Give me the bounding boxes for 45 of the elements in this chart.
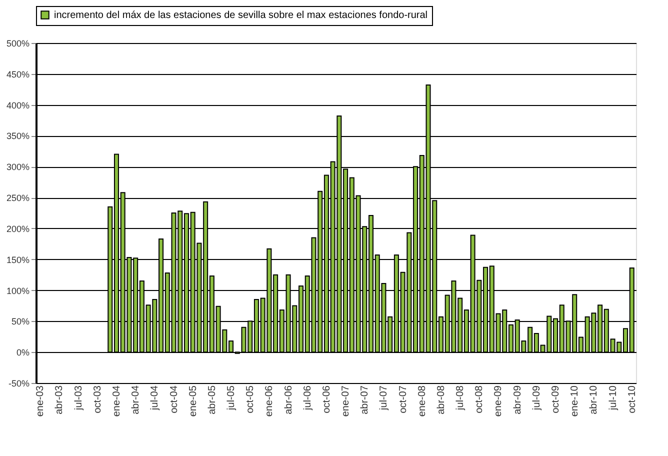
- x-tick-label: jul-09: [531, 385, 542, 411]
- x-tick-label: ene-07: [340, 385, 352, 417]
- x-tick-label: jul-06: [302, 385, 314, 411]
- y-tick-label: 350%: [6, 131, 30, 142]
- x-tick-label: oct-06: [321, 385, 332, 414]
- x-tick-label: abr-10: [588, 385, 600, 414]
- x-tick-label: abr-04: [130, 385, 142, 414]
- x-tick-label: ene-09: [493, 385, 504, 417]
- x-tick-label: oct-04: [168, 385, 180, 414]
- x-tick-label: oct-10: [626, 385, 638, 414]
- x-tick-label: oct-03: [92, 385, 104, 414]
- x-tick-label: jul-07: [378, 385, 390, 411]
- x-tick-label: abr-06: [283, 385, 294, 414]
- x-tick-label: oct-08: [474, 385, 486, 414]
- x-tick-label: oct-09: [550, 385, 562, 414]
- y-tick-label: 200%: [6, 224, 30, 234]
- x-tick-label: oct-05: [245, 385, 256, 414]
- y-tick-label: 300%: [6, 162, 30, 172]
- y-tick-label: -50%: [8, 378, 30, 388]
- x-tick-label: abr-07: [360, 385, 371, 414]
- y-tick-label: 400%: [6, 100, 30, 110]
- x-tick-label: jul-05: [226, 385, 238, 411]
- y-tick-label: 450%: [6, 69, 30, 80]
- y-tick-label: 500%: [6, 38, 30, 48]
- x-tick-label: ene-05: [188, 385, 199, 417]
- legend-label: incremento del máx de las estaciones de sevilla sobre el max estaciones fondo-rural: [54, 10, 428, 21]
- x-tick-label: abr-08: [436, 385, 447, 414]
- x-tick-label: jul-08: [455, 385, 466, 411]
- x-tick-label: ene-03: [35, 385, 46, 417]
- x-tick-label: abr-05: [206, 385, 218, 414]
- x-tick-label: ene-08: [416, 385, 428, 417]
- x-tick-label: ene-06: [264, 385, 276, 417]
- x-tick-label: oct-07: [398, 385, 409, 414]
- x-tick-label: abr-09: [512, 385, 524, 414]
- x-tick-label: abr-03: [54, 385, 66, 414]
- y-tick-label: 150%: [6, 254, 30, 265]
- x-tick-label: jul-03: [73, 385, 84, 411]
- y-tick-label: 100%: [6, 286, 30, 296]
- y-tick-label: 0%: [16, 348, 30, 358]
- x-tick-label: ene-10: [570, 385, 581, 417]
- x-tick-label: jul-04: [150, 385, 161, 411]
- y-tick-label: 250%: [6, 193, 30, 204]
- x-tick-label: ene-04: [111, 385, 122, 417]
- x-tick-label: jul-10: [608, 385, 619, 411]
- y-tick-label: 50%: [11, 316, 30, 327]
